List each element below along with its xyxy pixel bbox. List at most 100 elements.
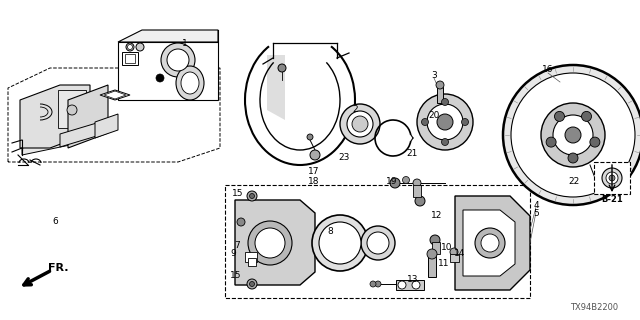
Circle shape [436,81,444,89]
Polygon shape [118,30,218,42]
Ellipse shape [181,72,199,94]
Circle shape [347,111,373,137]
Polygon shape [68,85,108,148]
Text: 18: 18 [308,177,320,186]
Circle shape [541,103,605,167]
Text: 2: 2 [352,106,358,115]
Bar [437,87,443,103]
Polygon shape [8,68,220,162]
Bar [432,242,440,254]
Text: TX94B2200: TX94B2200 [570,303,618,313]
Bar [122,52,138,65]
Circle shape [340,104,380,144]
Circle shape [430,235,440,245]
Circle shape [255,228,285,258]
Circle shape [415,196,425,206]
Text: 14: 14 [454,250,466,259]
Circle shape [167,49,189,71]
Bar [428,255,436,277]
Bar [396,280,424,290]
Circle shape [278,64,286,72]
Polygon shape [235,200,315,285]
Circle shape [417,94,473,150]
Bar [245,252,257,262]
Polygon shape [104,91,126,99]
Circle shape [565,127,581,143]
Text: 1: 1 [182,38,188,47]
Circle shape [609,175,615,181]
Circle shape [403,177,410,183]
Bar [450,254,459,262]
Circle shape [248,221,292,265]
Text: 10: 10 [441,244,452,252]
Text: 15: 15 [230,271,242,281]
Text: 3: 3 [431,71,437,81]
Circle shape [398,281,406,289]
Circle shape [546,137,556,147]
Text: 22: 22 [568,178,580,187]
Polygon shape [95,114,118,138]
Text: 7: 7 [234,242,240,251]
Text: 20: 20 [428,110,440,119]
Bar [413,185,421,197]
Polygon shape [60,122,100,147]
Text: 16: 16 [542,66,554,75]
Circle shape [367,232,389,254]
Polygon shape [455,196,530,290]
Circle shape [412,281,420,289]
Circle shape [237,218,245,226]
Circle shape [67,105,77,115]
Circle shape [422,118,429,125]
Text: 23: 23 [339,153,349,162]
Circle shape [310,150,320,160]
Text: 21: 21 [406,149,418,158]
Polygon shape [463,210,515,276]
Circle shape [250,282,255,286]
Circle shape [606,172,618,184]
Circle shape [554,111,564,121]
Circle shape [319,222,361,264]
Text: 19: 19 [387,177,397,186]
Text: 17: 17 [308,166,320,175]
Circle shape [582,111,591,121]
Bar [594,162,630,194]
Bar [248,258,256,266]
Circle shape [127,44,132,50]
Circle shape [390,178,400,188]
Circle shape [437,114,453,130]
Text: B-21: B-21 [601,196,623,204]
Circle shape [247,279,257,289]
Polygon shape [118,42,218,100]
Circle shape [413,179,421,187]
Text: 8: 8 [327,228,333,236]
Circle shape [475,228,505,258]
Circle shape [370,281,376,287]
Circle shape [503,65,640,205]
Circle shape [481,234,499,252]
Bar [58,90,86,128]
Circle shape [312,215,368,271]
Circle shape [136,43,144,51]
Text: 6: 6 [52,218,58,227]
Text: 9: 9 [230,250,236,259]
Circle shape [375,281,381,287]
Circle shape [461,118,468,125]
Polygon shape [267,55,285,120]
Circle shape [450,248,458,256]
Text: 4: 4 [533,201,539,210]
Circle shape [511,73,635,197]
Text: 11: 11 [438,259,450,268]
Circle shape [602,168,622,188]
Text: FR.: FR. [48,263,68,273]
Text: 12: 12 [431,211,443,220]
Circle shape [442,139,449,146]
Bar [225,185,530,298]
Circle shape [590,137,600,147]
Circle shape [247,191,257,201]
Circle shape [427,104,463,140]
Circle shape [427,249,437,259]
Polygon shape [20,85,90,148]
Text: 15: 15 [232,189,244,198]
Circle shape [307,134,313,140]
Circle shape [553,115,593,155]
